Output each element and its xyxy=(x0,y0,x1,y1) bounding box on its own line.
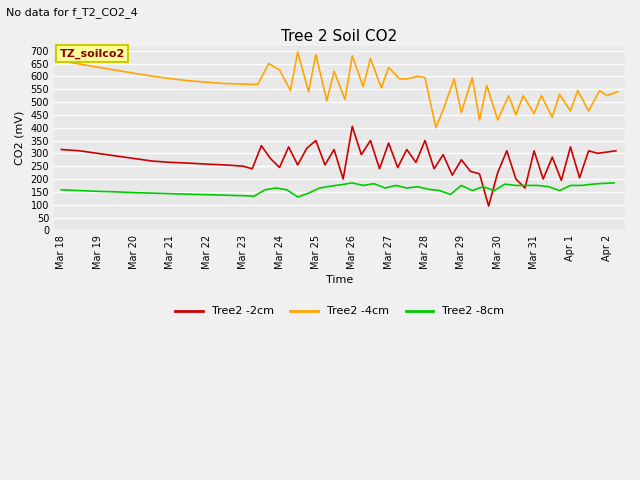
Text: No data for f_T2_CO2_4: No data for f_T2_CO2_4 xyxy=(6,7,138,18)
X-axis label: Time: Time xyxy=(326,275,353,285)
Title: Tree 2 Soil CO2: Tree 2 Soil CO2 xyxy=(282,29,397,44)
Legend: Tree2 -2cm, Tree2 -4cm, Tree2 -8cm: Tree2 -2cm, Tree2 -4cm, Tree2 -8cm xyxy=(170,302,509,321)
Y-axis label: CO2 (mV): CO2 (mV) xyxy=(15,111,25,165)
Text: TZ_soilco2: TZ_soilco2 xyxy=(60,48,125,59)
